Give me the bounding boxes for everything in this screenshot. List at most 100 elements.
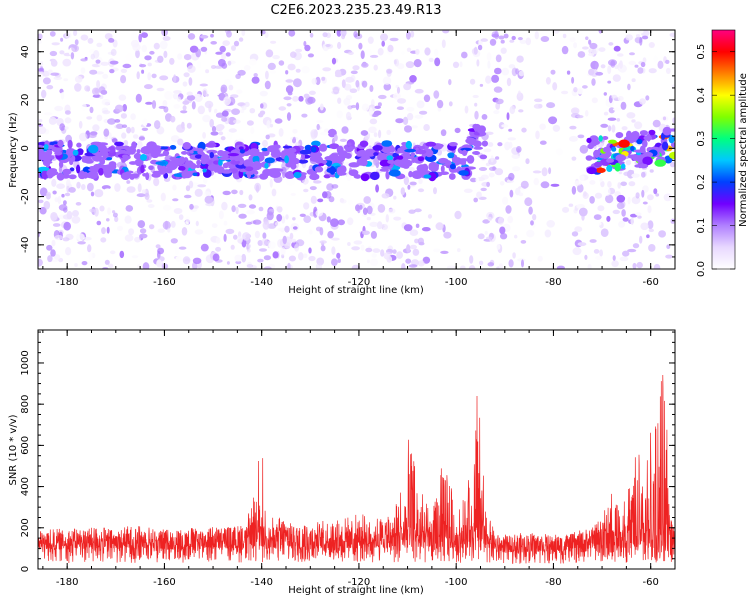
heatmap-noise-blob <box>571 76 575 84</box>
heatmap-noise-blob <box>151 100 157 109</box>
x-tick-label: -180 <box>56 277 79 288</box>
heatmap-noise-blob <box>292 128 298 134</box>
heatmap-noise-blob <box>315 209 324 217</box>
heatmap-noise-blob <box>486 211 495 220</box>
heatmap-noise-blob <box>393 195 397 200</box>
heatmap-noise-blob <box>330 218 339 228</box>
x-tick-label: -80 <box>545 577 561 588</box>
heatmap-noise-blob <box>380 33 388 42</box>
heatmap-noise-blob <box>366 205 373 215</box>
heatmap-noise-blob <box>126 180 131 184</box>
heatmap-signal-blob <box>614 162 621 172</box>
heatmap-noise-blob <box>255 184 260 193</box>
heatmap-noise-blob <box>406 106 415 112</box>
heatmap-noise-blob <box>322 67 332 72</box>
heatmap-noise-blob <box>367 36 374 44</box>
heatmap-noise-blob <box>419 110 428 115</box>
heatmap-noise-blob <box>263 255 271 261</box>
heatmap-signal-blob <box>423 174 432 179</box>
heatmap-noise-blob <box>672 117 675 124</box>
heatmap-noise-blob <box>109 30 117 33</box>
heatmap-noise-blob <box>371 113 379 118</box>
heatmap-signal-blob <box>192 172 198 177</box>
heatmap-noise-blob <box>290 192 296 196</box>
heatmap-noise-blob <box>41 89 47 99</box>
heatmap-noise-blob <box>623 171 631 176</box>
y-tick-label: 600 <box>20 436 31 455</box>
heatmap-noise-blob <box>406 244 411 253</box>
heatmap-noise-blob <box>263 266 272 269</box>
heatmap-noise-blob <box>283 96 292 101</box>
heatmap-noise-blob <box>173 93 178 100</box>
heatmap-noise-blob <box>46 85 54 90</box>
heatmap-noise-blob <box>220 84 228 94</box>
heatmap-noise-blob <box>172 184 177 191</box>
heatmap-noise-blob <box>405 61 415 69</box>
heatmap-noise-blob <box>259 248 267 252</box>
heatmap-signal-blob <box>76 164 81 174</box>
heatmap-noise-blob <box>246 120 254 126</box>
heatmap-noise-blob <box>441 39 446 48</box>
heatmap-noise-blob <box>70 52 75 60</box>
heatmap-signal-blob <box>221 169 233 174</box>
heatmap-signal-blob <box>46 169 56 178</box>
heatmap-signal-blob <box>299 149 312 155</box>
heatmap-noise-blob <box>269 178 273 188</box>
heatmap-noise-blob <box>501 67 510 76</box>
heatmap-noise-blob <box>653 263 661 269</box>
heatmap-noise-blob <box>135 93 142 103</box>
heatmap-noise-blob <box>237 69 246 76</box>
heatmap-signal-blob <box>57 139 64 148</box>
heatmap-noise-blob <box>282 171 286 179</box>
heatmap-signal-blob <box>182 142 191 150</box>
heatmap-noise-blob <box>463 188 473 193</box>
heatmap-noise-blob <box>512 166 521 172</box>
heatmap-noise-blob <box>603 111 609 116</box>
heatmap-noise-blob <box>512 252 516 259</box>
heatmap-noise-blob <box>47 69 53 74</box>
heatmap-noise-blob <box>393 59 397 65</box>
heatmap-noise-blob <box>621 126 628 131</box>
heatmap-noise-blob <box>241 253 247 263</box>
heatmap-noise-blob <box>632 262 637 269</box>
heatmap-noise-blob <box>409 181 417 186</box>
heatmap-noise-blob <box>49 50 58 57</box>
heatmap-noise-blob <box>252 219 262 225</box>
heatmap-signal-blob <box>200 154 210 163</box>
heatmap-noise-blob <box>223 96 232 106</box>
heatmap-noise-blob <box>38 258 43 267</box>
heatmap-noise-blob <box>495 156 500 160</box>
heatmap-noise-blob <box>298 252 304 261</box>
heatmap-noise-blob <box>495 98 504 105</box>
heatmap-signal-blob <box>284 155 289 164</box>
heatmap-noise-blob <box>573 42 578 49</box>
heatmap-noise-blob <box>130 126 135 134</box>
heatmap-signal-blob <box>76 142 82 148</box>
heatmap-noise-blob <box>422 256 431 264</box>
heatmap-noise-blob <box>280 247 286 256</box>
heatmap-noise-blob <box>433 187 437 195</box>
snr-y-ticks: 0 200 400 600 800 1000 <box>20 331 675 572</box>
heatmap-noise-blob <box>645 95 650 101</box>
heatmap-noise-blob <box>247 248 251 253</box>
heatmap-signal-blob <box>359 140 369 148</box>
heatmap-noise-blob <box>319 131 329 136</box>
heatmap-noise-blob <box>582 46 589 50</box>
heatmap-noise-blob <box>238 37 244 42</box>
heatmap-noise-blob <box>170 220 176 228</box>
heatmap-noise-blob <box>92 94 102 98</box>
heatmap-noise-blob <box>200 243 209 252</box>
heatmap-noise-blob <box>386 129 392 135</box>
heatmap-noise-blob <box>361 230 370 236</box>
heatmap-noise-blob <box>484 230 488 235</box>
heatmap-signal-blob <box>88 168 100 172</box>
heatmap-signal-blob <box>425 141 437 147</box>
heatmap-noise-blob <box>247 244 251 249</box>
heatmap-noise-blob <box>417 260 425 267</box>
heatmap-noise-blob <box>63 200 67 206</box>
heatmap-noise-blob <box>269 123 274 128</box>
heatmap-signal-blob <box>311 140 321 147</box>
heatmap-noise-blob <box>167 227 171 233</box>
heatmap-noise-blob <box>60 92 65 100</box>
heatmap-noise-blob <box>579 175 585 181</box>
